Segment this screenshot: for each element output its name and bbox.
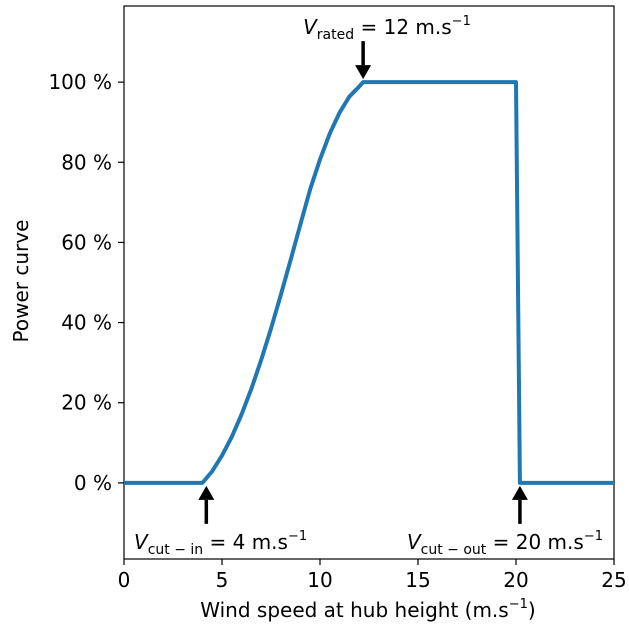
rated-label: Vrated = 12 m.s−1 bbox=[303, 14, 471, 43]
x-tick-label: 20 bbox=[503, 568, 528, 592]
y-tick-label: 80 % bbox=[61, 150, 112, 174]
plot-border bbox=[123, 5, 615, 560]
cut-out-arrow-head bbox=[511, 485, 528, 500]
cut-out-label-value: = 20 m.s bbox=[486, 530, 584, 554]
x-tick-label: 5 bbox=[216, 568, 229, 592]
y-axis-ticks: 0 % 20 % 40 % 60 % 80 % 100 % bbox=[48, 70, 124, 495]
y-tick-label: 60 % bbox=[61, 230, 112, 254]
plot-frame bbox=[123, 5, 615, 560]
x-tick-label: 15 bbox=[405, 568, 430, 592]
cut-in-label-sup: −1 bbox=[288, 529, 307, 544]
cut-in-arrow bbox=[198, 485, 215, 524]
cut-out-label: Vcut − out = 20 m.s−1 bbox=[407, 529, 603, 558]
y-axis-label: Power curve bbox=[9, 220, 33, 343]
cut-in-label-sub: cut − in bbox=[148, 542, 203, 558]
cut-in-label: Vcut − in = 4 m.s−1 bbox=[134, 529, 307, 558]
rated-label-var: V bbox=[303, 15, 318, 39]
x-axis-ticks: 0 5 10 15 20 25 bbox=[118, 559, 627, 592]
cut-in-arrow-head bbox=[198, 485, 215, 500]
rated-label-value: = 12 m.s bbox=[354, 15, 452, 39]
cut-out-label-sup: −1 bbox=[584, 529, 603, 544]
cut-in-label-var: V bbox=[134, 530, 149, 554]
cut-out-label-var: V bbox=[407, 530, 422, 554]
cut-out-arrow bbox=[511, 485, 528, 524]
cut-in-label-value: = 4 m.s bbox=[203, 530, 288, 554]
x-axis-label: Wind speed at hub height (m.s−1) bbox=[200, 597, 535, 622]
x-tick-label: 10 bbox=[307, 568, 332, 592]
rated-arrow-head bbox=[355, 65, 372, 80]
cut-out-label-sub: cut − out bbox=[421, 542, 487, 558]
y-tick-label: 0 % bbox=[74, 471, 112, 495]
x-tick-label: 25 bbox=[601, 568, 626, 592]
rated-label-sup: −1 bbox=[452, 14, 471, 29]
y-tick-label: 40 % bbox=[61, 311, 112, 335]
rated-label-sub: rated bbox=[317, 27, 354, 43]
power-curve-line bbox=[124, 80, 614, 485]
rated-arrow bbox=[355, 41, 372, 80]
y-tick-label: 20 % bbox=[61, 391, 112, 415]
x-tick-label: 0 bbox=[118, 568, 131, 592]
y-tick-label: 100 % bbox=[48, 70, 112, 94]
series-layer bbox=[124, 80, 614, 485]
